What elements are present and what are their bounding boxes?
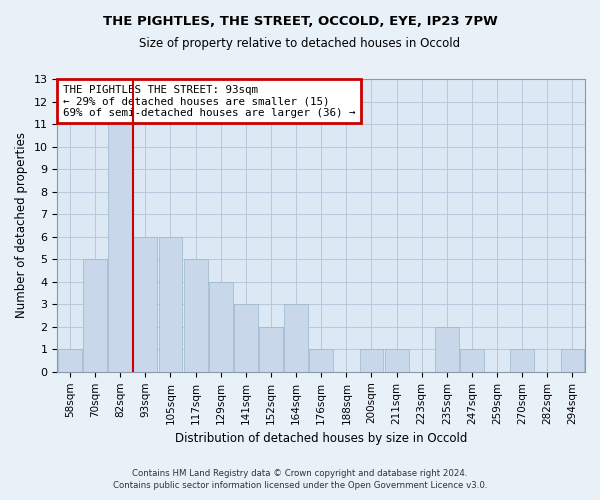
Bar [158, 236, 182, 372]
Bar [58, 350, 82, 372]
Bar [510, 350, 534, 372]
Bar [184, 259, 208, 372]
Y-axis label: Number of detached properties: Number of detached properties [15, 132, 28, 318]
Bar [560, 350, 584, 372]
X-axis label: Distribution of detached houses by size in Occold: Distribution of detached houses by size … [175, 432, 467, 445]
Text: Contains HM Land Registry data © Crown copyright and database right 2024.
Contai: Contains HM Land Registry data © Crown c… [113, 468, 487, 490]
Bar [108, 124, 132, 372]
Bar [460, 350, 484, 372]
Bar [284, 304, 308, 372]
Bar [259, 327, 283, 372]
Bar [133, 236, 157, 372]
Text: THE PIGHTLES, THE STREET, OCCOLD, EYE, IP23 7PW: THE PIGHTLES, THE STREET, OCCOLD, EYE, I… [103, 15, 497, 28]
Bar [209, 282, 233, 372]
Bar [234, 304, 258, 372]
Bar [359, 350, 383, 372]
Bar [435, 327, 459, 372]
Bar [385, 350, 409, 372]
Text: THE PIGHTLES THE STREET: 93sqm
← 29% of detached houses are smaller (15)
69% of : THE PIGHTLES THE STREET: 93sqm ← 29% of … [62, 85, 355, 118]
Bar [83, 259, 107, 372]
Bar [309, 350, 333, 372]
Text: Size of property relative to detached houses in Occold: Size of property relative to detached ho… [139, 38, 461, 51]
